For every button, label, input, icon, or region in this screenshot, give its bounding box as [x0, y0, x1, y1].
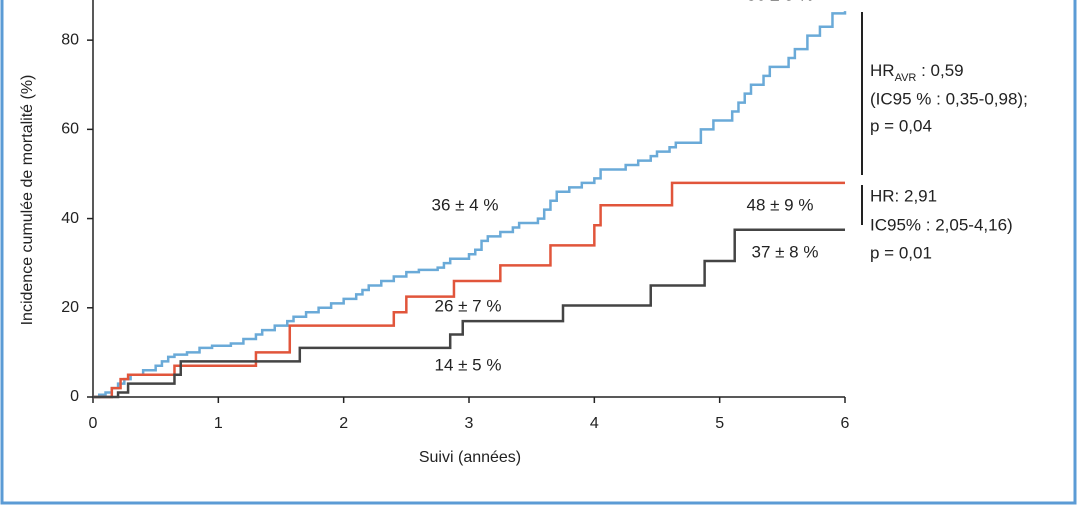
annotation: 48 ± 9 %	[747, 195, 814, 214]
x-tick-label: 5	[715, 415, 724, 432]
x-tick-label: 1	[214, 415, 223, 432]
y-tick-label: 20	[61, 299, 79, 316]
hazard-ratio: HRAVR : 0,59	[870, 61, 964, 83]
annotation: 86 ± 5 %	[747, 0, 814, 4]
stat-line: (IC95 % : 0,35-0,98);	[870, 89, 1028, 108]
hazard-ratio: HR: 2,91	[870, 186, 937, 205]
x-axis-label: Suivi (années)	[419, 449, 521, 466]
hr: HR	[870, 61, 895, 80]
annotation: 37 ± 8 %	[752, 242, 819, 261]
survival-curve	[93, 228, 845, 399]
x-tick-label: 4	[590, 415, 599, 432]
x-tick-label: 0	[89, 415, 98, 432]
stat-line: IC95% : 2,05-4,16)	[870, 215, 1013, 234]
y-axis-label: Incidence cumulée de mortalité (%)	[19, 75, 36, 326]
y-tick-label: 40	[61, 210, 79, 227]
y-tick-label: 80	[61, 31, 79, 48]
annotation: 26 ± 7 %	[435, 296, 502, 315]
x-tick-label: 3	[465, 415, 474, 432]
annotation: 36 ± 4 %	[432, 195, 499, 214]
x-tick-label: 2	[339, 415, 348, 432]
y-tick-label: 60	[61, 121, 79, 138]
survival-curve	[93, 11, 847, 399]
frame	[0, 0, 1077, 505]
stat-line: p = 0,04	[870, 116, 932, 135]
hr-value: : 0,59	[916, 61, 963, 80]
x-tick-label: 6	[841, 415, 850, 432]
hr-subscript: AVR	[895, 72, 917, 84]
annotation: 14 ± 5 %	[435, 355, 502, 374]
stat-line: p = 0,01	[870, 243, 932, 262]
y-tick-label: 0	[70, 388, 79, 405]
survival-curve	[93, 181, 845, 399]
